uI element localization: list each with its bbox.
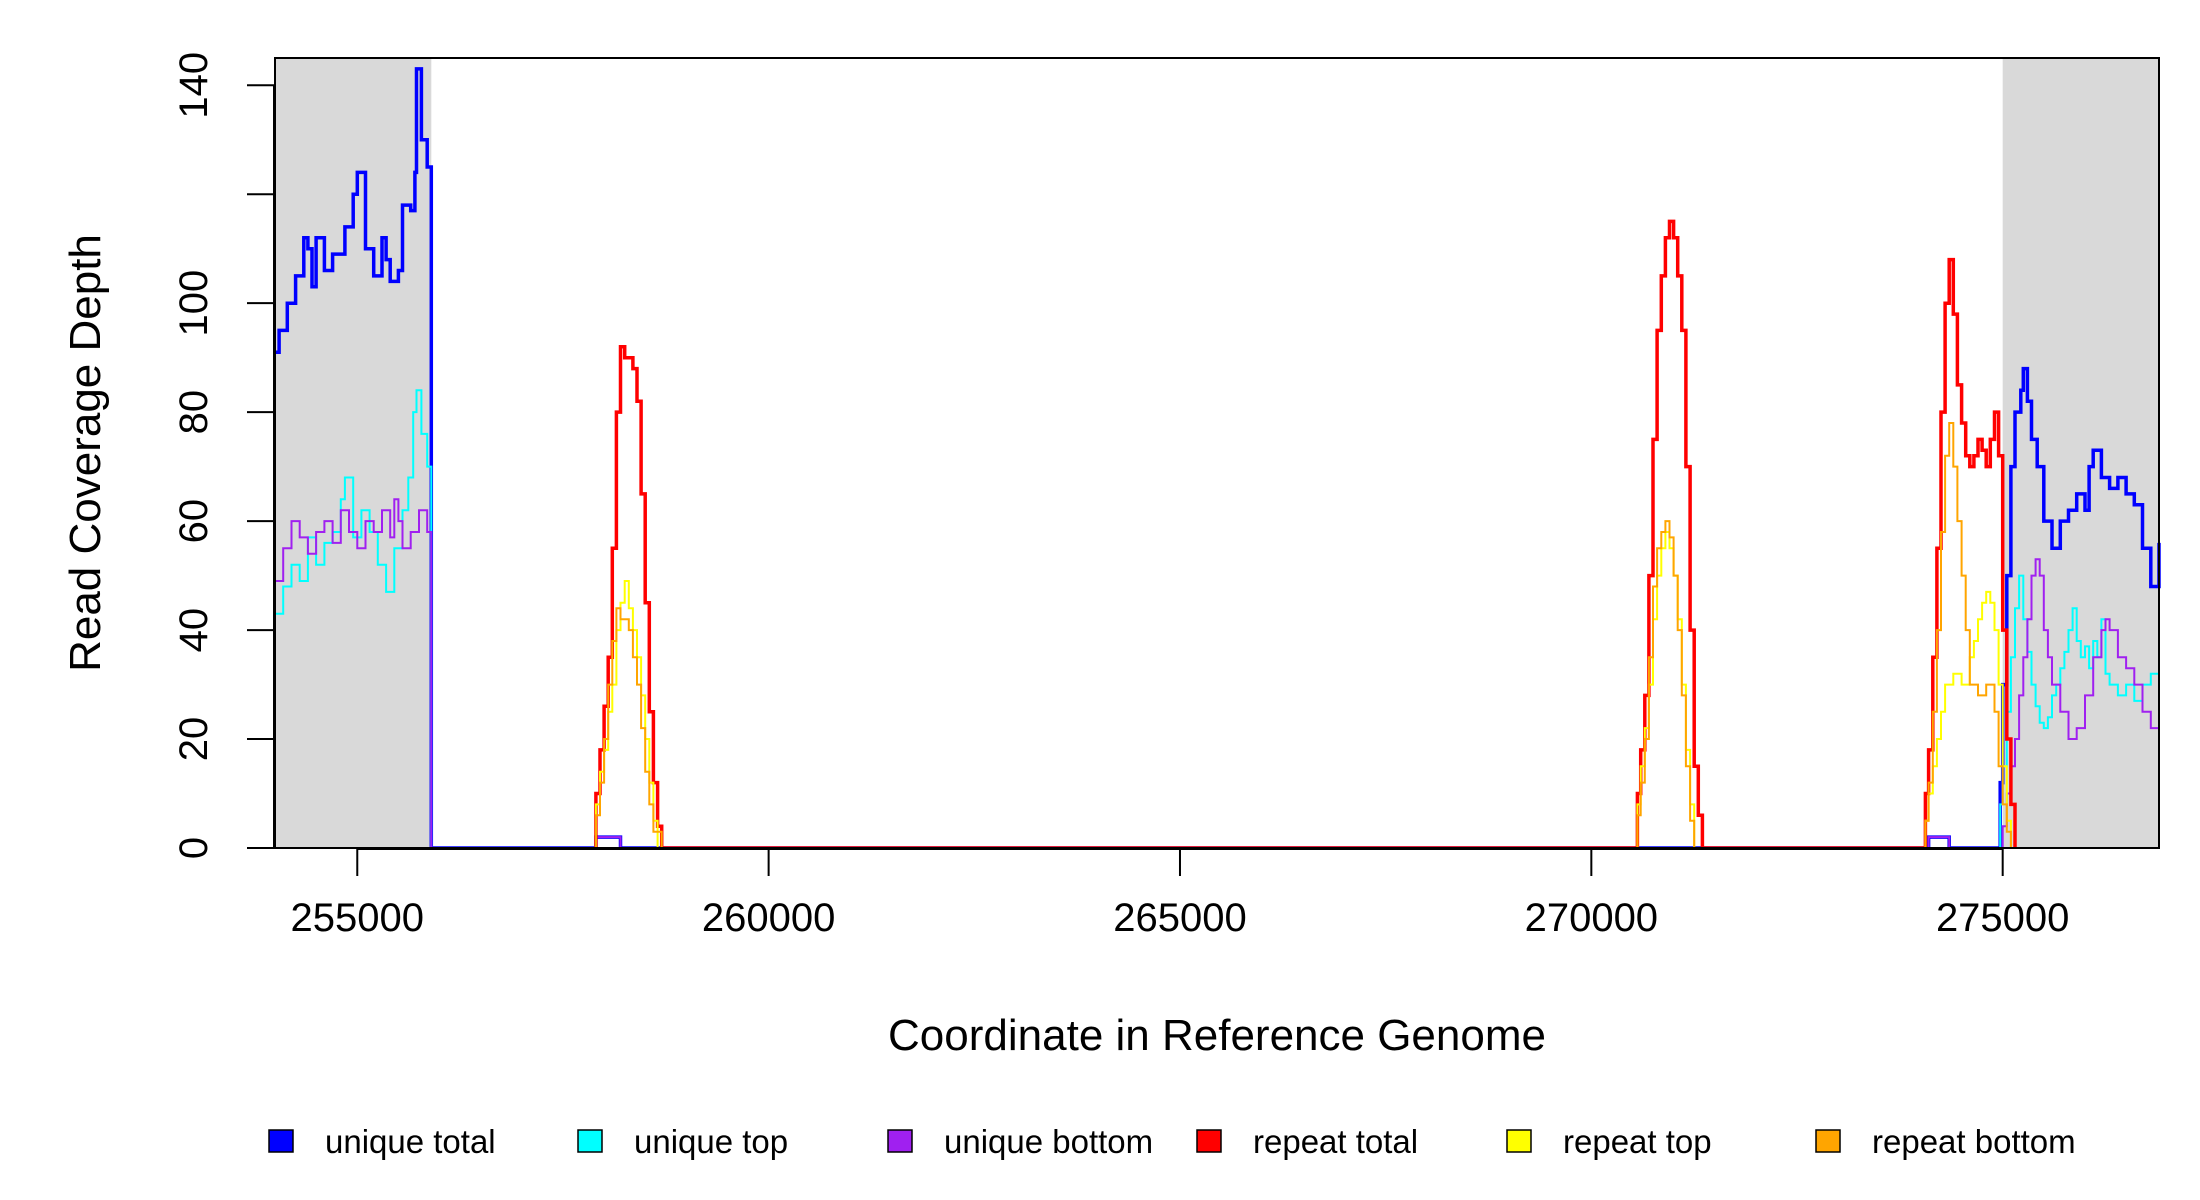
legend-label-unique-total: unique total bbox=[325, 1123, 496, 1160]
y-tick-label: 60 bbox=[172, 499, 216, 544]
shaded-regions bbox=[275, 58, 2159, 848]
y-tick-label: 20 bbox=[172, 717, 216, 762]
series-line-unique-total bbox=[275, 67, 2161, 850]
y-tick-label: 80 bbox=[172, 390, 216, 435]
x-tick-label: 275000 bbox=[1936, 896, 2069, 940]
legend-label-repeat-bottom: repeat bottom bbox=[1872, 1123, 2076, 1160]
legend-label-repeat-top: repeat top bbox=[1563, 1123, 1712, 1160]
series-line-repeat-top bbox=[594, 531, 2012, 849]
y-axis-label: Read Coverage Depth bbox=[61, 234, 110, 672]
shaded-region-1 bbox=[275, 58, 432, 848]
legend-swatch-unique-total bbox=[268, 1129, 294, 1153]
legend-label-unique-top: unique top bbox=[634, 1123, 788, 1160]
legend: unique total unique top unique bottom repea… bbox=[268, 1123, 2076, 1160]
y-tick-label: 100 bbox=[172, 270, 216, 337]
legend-swatch-repeat-total bbox=[1196, 1129, 1222, 1153]
x-tick-label: 260000 bbox=[702, 896, 835, 940]
series-line-unique-top bbox=[275, 389, 2160, 849]
x-tick-label: 270000 bbox=[1525, 896, 1658, 940]
legend-swatch-repeat-top bbox=[1506, 1129, 1532, 1153]
series-line-repeat-bottom bbox=[275, 422, 2159, 849]
plot-frame bbox=[274, 57, 2160, 849]
legend-swatch-repeat-bottom bbox=[1815, 1129, 1841, 1153]
y-tick-label: 0 bbox=[172, 837, 216, 859]
x-tick-label: 265000 bbox=[1113, 896, 1246, 940]
legend-swatch-unique-top bbox=[577, 1129, 603, 1153]
axes: 255000 260000 265000 270000 275000 0 20 40 60 80 1… bbox=[172, 52, 2069, 940]
series-line-unique-bottom bbox=[275, 498, 2160, 849]
x-axis-label: Coordinate in Reference Genome bbox=[888, 1011, 1546, 1060]
legend-label-unique-bottom: unique bottom bbox=[944, 1123, 1153, 1160]
legend-swatch-unique-bottom bbox=[887, 1129, 913, 1153]
y-tick-label: 140 bbox=[172, 52, 216, 119]
x-tick-label: 255000 bbox=[291, 896, 424, 940]
shaded-region-2 bbox=[2002, 58, 2159, 848]
legend-label-repeat-total: repeat total bbox=[1253, 1123, 1418, 1160]
series-line-repeat-total bbox=[594, 219, 2017, 850]
series-lines bbox=[275, 67, 2161, 850]
y-tick-label: 40 bbox=[172, 608, 216, 653]
